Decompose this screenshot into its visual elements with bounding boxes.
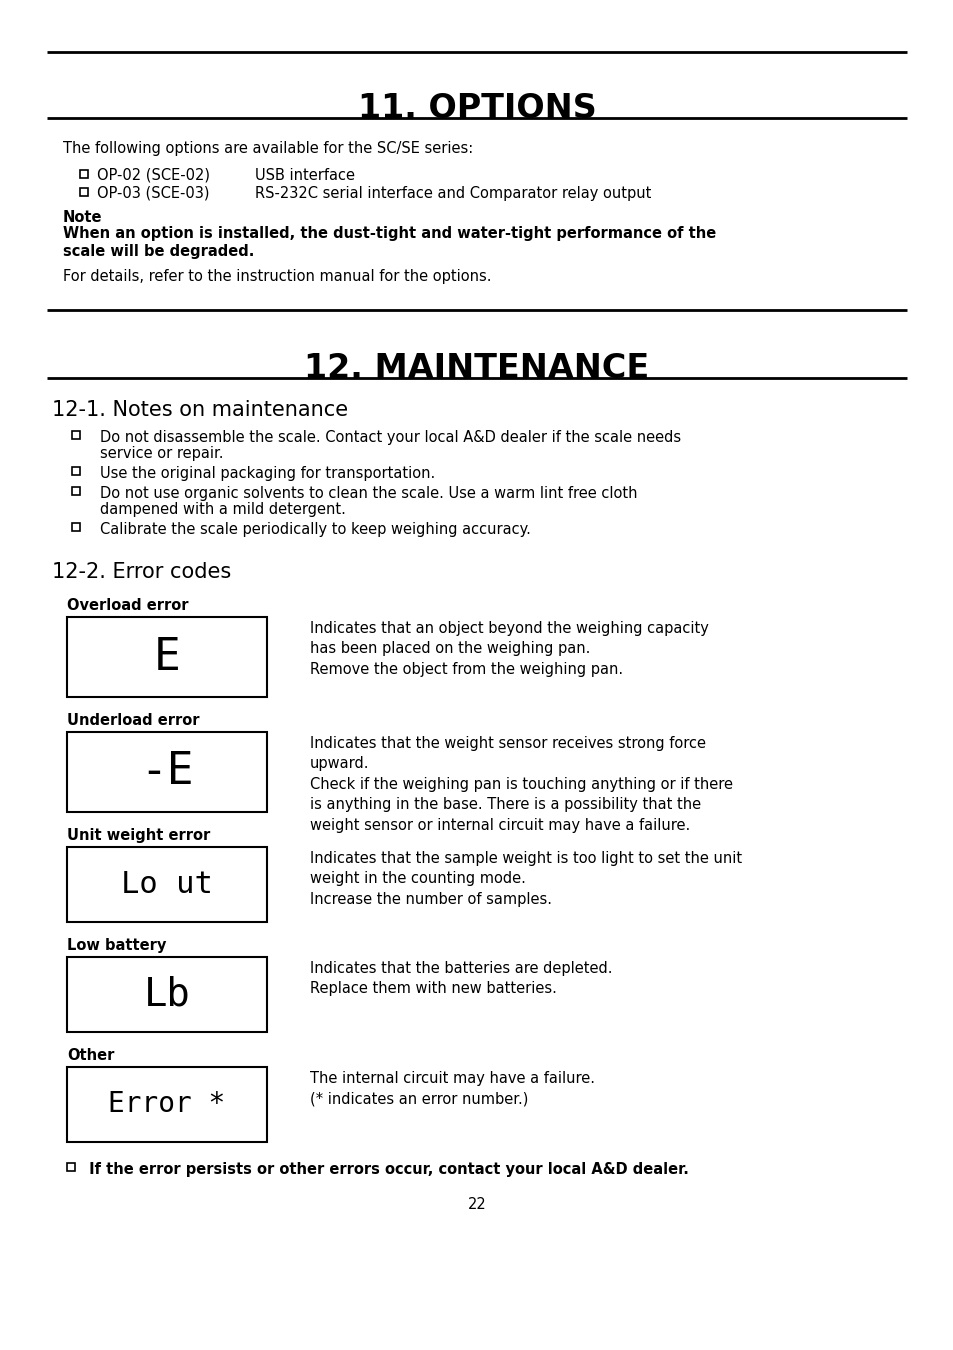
Text: RS-232C serial interface and Comparator relay output: RS-232C serial interface and Comparator … [254,186,651,201]
Text: Overload error: Overload error [67,598,189,613]
Text: Do not use organic solvents to clean the scale. Use a warm lint free cloth: Do not use organic solvents to clean the… [100,486,637,501]
Bar [67,1162,75,1170]
Text: Error *: Error * [109,1091,226,1119]
Bar [71,522,80,531]
Text: E: E [153,636,180,679]
Text: 12. MAINTENANCE: 12. MAINTENANCE [304,352,649,385]
Text: Indicates that the sample weight is too light to set the unit
weight in the coun: Indicates that the sample weight is too … [310,850,741,907]
Bar [80,188,88,196]
Text: Note: Note [63,211,102,225]
Bar [67,617,267,697]
Text: The internal circuit may have a failure.
(* indicates an error number.): The internal circuit may have a failure.… [310,1071,595,1107]
Text: 12-2. Error codes: 12-2. Error codes [52,562,231,582]
Bar [80,170,88,178]
Text: service or repair.: service or repair. [100,446,223,460]
Text: OP-02 (SCE-02): OP-02 (SCE-02) [97,167,210,184]
Text: -E: -E [140,751,193,794]
Text: USB interface: USB interface [254,167,355,184]
Bar [71,487,80,495]
Text: Calibrate the scale periodically to keep weighing accuracy.: Calibrate the scale periodically to keep… [100,522,530,537]
Text: Use the original packaging for transportation.: Use the original packaging for transport… [100,466,435,481]
Text: 12-1. Notes on maintenance: 12-1. Notes on maintenance [52,400,348,420]
Text: Lb: Lb [144,976,191,1014]
Text: For details, refer to the instruction manual for the options.: For details, refer to the instruction ma… [63,269,491,284]
Text: Lo ut: Lo ut [121,869,213,899]
Text: Other: Other [67,1048,114,1062]
Text: If the error persists or other errors occur, contact your local A&D dealer.: If the error persists or other errors oc… [84,1162,688,1177]
Text: 22: 22 [467,1197,486,1212]
Text: Do not disassemble the scale. Contact your local A&D dealer if the scale needs: Do not disassemble the scale. Contact yo… [100,431,680,446]
Bar [67,957,267,1031]
Text: Underload error: Underload error [67,713,199,728]
Text: OP-03 (SCE-03): OP-03 (SCE-03) [97,186,210,201]
Text: The following options are available for the SC/SE series:: The following options are available for … [63,140,473,157]
Text: 11. OPTIONS: 11. OPTIONS [357,92,596,126]
Bar [71,431,80,439]
Text: scale will be degraded.: scale will be degraded. [63,244,254,259]
Text: Low battery: Low battery [67,938,166,953]
Bar [67,846,267,922]
Bar [71,467,80,475]
Text: dampened with a mild detergent.: dampened with a mild detergent. [100,502,346,517]
Text: Indicates that an object beyond the weighing capacity
has been placed on the wei: Indicates that an object beyond the weig… [310,621,708,676]
Text: Indicates that the weight sensor receives strong force
upward.
Check if the weig: Indicates that the weight sensor receive… [310,736,732,833]
Bar [67,732,267,811]
Text: Indicates that the batteries are depleted.
Replace them with new batteries.: Indicates that the batteries are deplete… [310,961,612,996]
Bar [67,1066,267,1142]
Text: When an option is installed, the dust-tight and water-tight performance of the: When an option is installed, the dust-ti… [63,225,716,242]
Text: Unit weight error: Unit weight error [67,828,210,842]
